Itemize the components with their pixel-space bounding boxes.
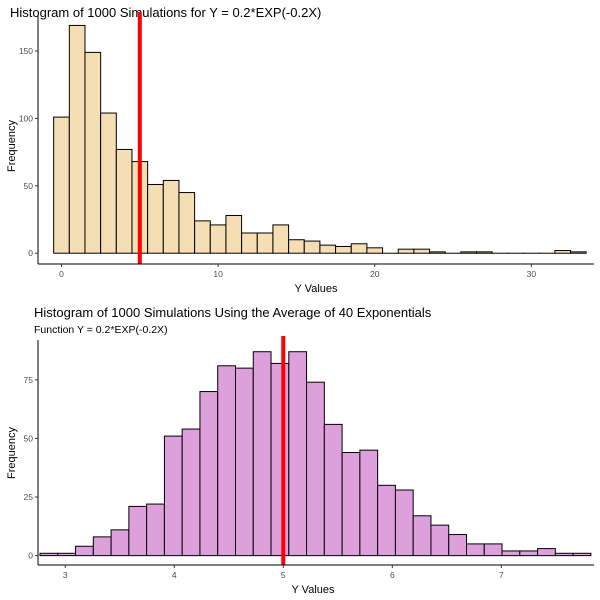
histogram-bar bbox=[554, 250, 572, 254]
histogram-bar bbox=[53, 116, 70, 254]
histogram-bar bbox=[39, 552, 59, 557]
histogram-bar bbox=[92, 536, 112, 557]
histogram-bar bbox=[572, 552, 592, 557]
histogram-bar bbox=[110, 529, 130, 557]
histogram-bar bbox=[306, 381, 325, 557]
histogram-bar bbox=[501, 550, 521, 557]
histogram-bar bbox=[460, 251, 478, 254]
x-tick-label: 30 bbox=[527, 269, 537, 279]
y-tick-label: 75 bbox=[24, 375, 34, 385]
histogram-bar bbox=[288, 239, 305, 254]
histogram-bar bbox=[128, 505, 148, 557]
x-tick-label: 7 bbox=[499, 570, 504, 580]
histogram-bar bbox=[252, 351, 272, 557]
histogram-bar bbox=[303, 240, 321, 254]
chart-1-y-axis-label: Frequency bbox=[6, 120, 18, 172]
histogram-bar bbox=[335, 245, 352, 254]
x-tick-label: 3 bbox=[63, 570, 68, 580]
chart-2-x-axis-label: Y Values bbox=[291, 584, 335, 596]
histogram-bar bbox=[256, 232, 274, 254]
histogram-bar bbox=[209, 224, 227, 254]
histogram-bar bbox=[194, 220, 211, 254]
x-tick-label: 6 bbox=[390, 570, 395, 580]
x-tick-label: 10 bbox=[213, 269, 223, 279]
histogram-bar bbox=[537, 548, 556, 557]
histogram-bar bbox=[519, 550, 539, 557]
histogram-bar bbox=[115, 148, 133, 254]
y-tick-label: 100 bbox=[19, 113, 33, 123]
histogram-bar bbox=[84, 51, 102, 254]
chart-1-x-axis-label: Y Values bbox=[294, 283, 338, 295]
histogram-bar bbox=[366, 247, 384, 254]
histogram-bar bbox=[413, 248, 431, 254]
histogram-bar bbox=[162, 179, 180, 254]
histogram-bar bbox=[394, 489, 414, 557]
x-tick-label: 20 bbox=[370, 269, 380, 279]
histogram-bar bbox=[466, 543, 485, 557]
chart-1-bars bbox=[53, 12, 587, 264]
histogram-bar bbox=[163, 435, 183, 557]
y-tick-label: 50 bbox=[24, 433, 34, 443]
histogram-bar bbox=[429, 251, 446, 254]
histogram-bar bbox=[75, 545, 94, 557]
histogram-bar bbox=[241, 232, 258, 254]
histogram-bar bbox=[359, 449, 379, 557]
y-tick-label: 50 bbox=[24, 181, 34, 191]
histogram-bar bbox=[270, 362, 290, 557]
histogram-bar bbox=[319, 244, 337, 254]
histogram-bar bbox=[68, 24, 86, 254]
histogram-bar bbox=[377, 484, 396, 557]
histogram-bar bbox=[448, 534, 468, 557]
histogram-bar bbox=[181, 428, 201, 557]
y-tick-label: 0 bbox=[28, 551, 33, 561]
histogram-bar bbox=[554, 552, 574, 557]
histogram-bar bbox=[341, 452, 361, 557]
histogram-bar bbox=[199, 391, 219, 557]
histogram-bar bbox=[147, 183, 164, 254]
histogram-bar bbox=[217, 365, 236, 557]
histogram-bar bbox=[397, 248, 415, 254]
y-tick-label: 25 bbox=[24, 492, 34, 502]
chart-2-subtitle: Function Y = 0.2*EXP(-0.2X) bbox=[34, 324, 168, 336]
y-tick-label: 0 bbox=[28, 248, 33, 258]
chart-2-axes: 3 4 5 6 7 0 25 50 75 bbox=[24, 340, 594, 580]
histogram-bar bbox=[146, 503, 165, 557]
x-tick-label: 5 bbox=[281, 570, 286, 580]
histogram-bar bbox=[178, 192, 196, 254]
histogram-bar bbox=[100, 112, 117, 254]
histogram-bar bbox=[350, 243, 368, 254]
chart-2-title: Histogram of 1000 Simulations Using the … bbox=[34, 305, 432, 320]
y-tick-label: 150 bbox=[19, 46, 33, 56]
histogram-bar bbox=[225, 214, 243, 254]
chart-1-axes: 0 10 20 30 0 50 100 150 bbox=[19, 16, 594, 279]
chart-2-bars bbox=[39, 336, 592, 565]
histogram-bar bbox=[272, 224, 290, 254]
chart-2-y-axis-label: Frequency bbox=[6, 427, 18, 479]
histogram-bar bbox=[323, 423, 343, 557]
histogram-bar bbox=[57, 552, 77, 557]
histogram-bar bbox=[288, 351, 308, 557]
histogram-bar bbox=[483, 543, 503, 557]
histogram-bar bbox=[430, 524, 450, 557]
histogram-bar bbox=[476, 251, 493, 254]
x-tick-label: 4 bbox=[172, 570, 177, 580]
histogram-bar bbox=[234, 367, 254, 557]
histogram-bar bbox=[570, 251, 587, 254]
x-tick-label: 0 bbox=[59, 269, 64, 279]
histogram-bar bbox=[412, 515, 432, 557]
chart-1-title: Histogram of 1000 Simulations for Y = 0.… bbox=[10, 5, 321, 20]
